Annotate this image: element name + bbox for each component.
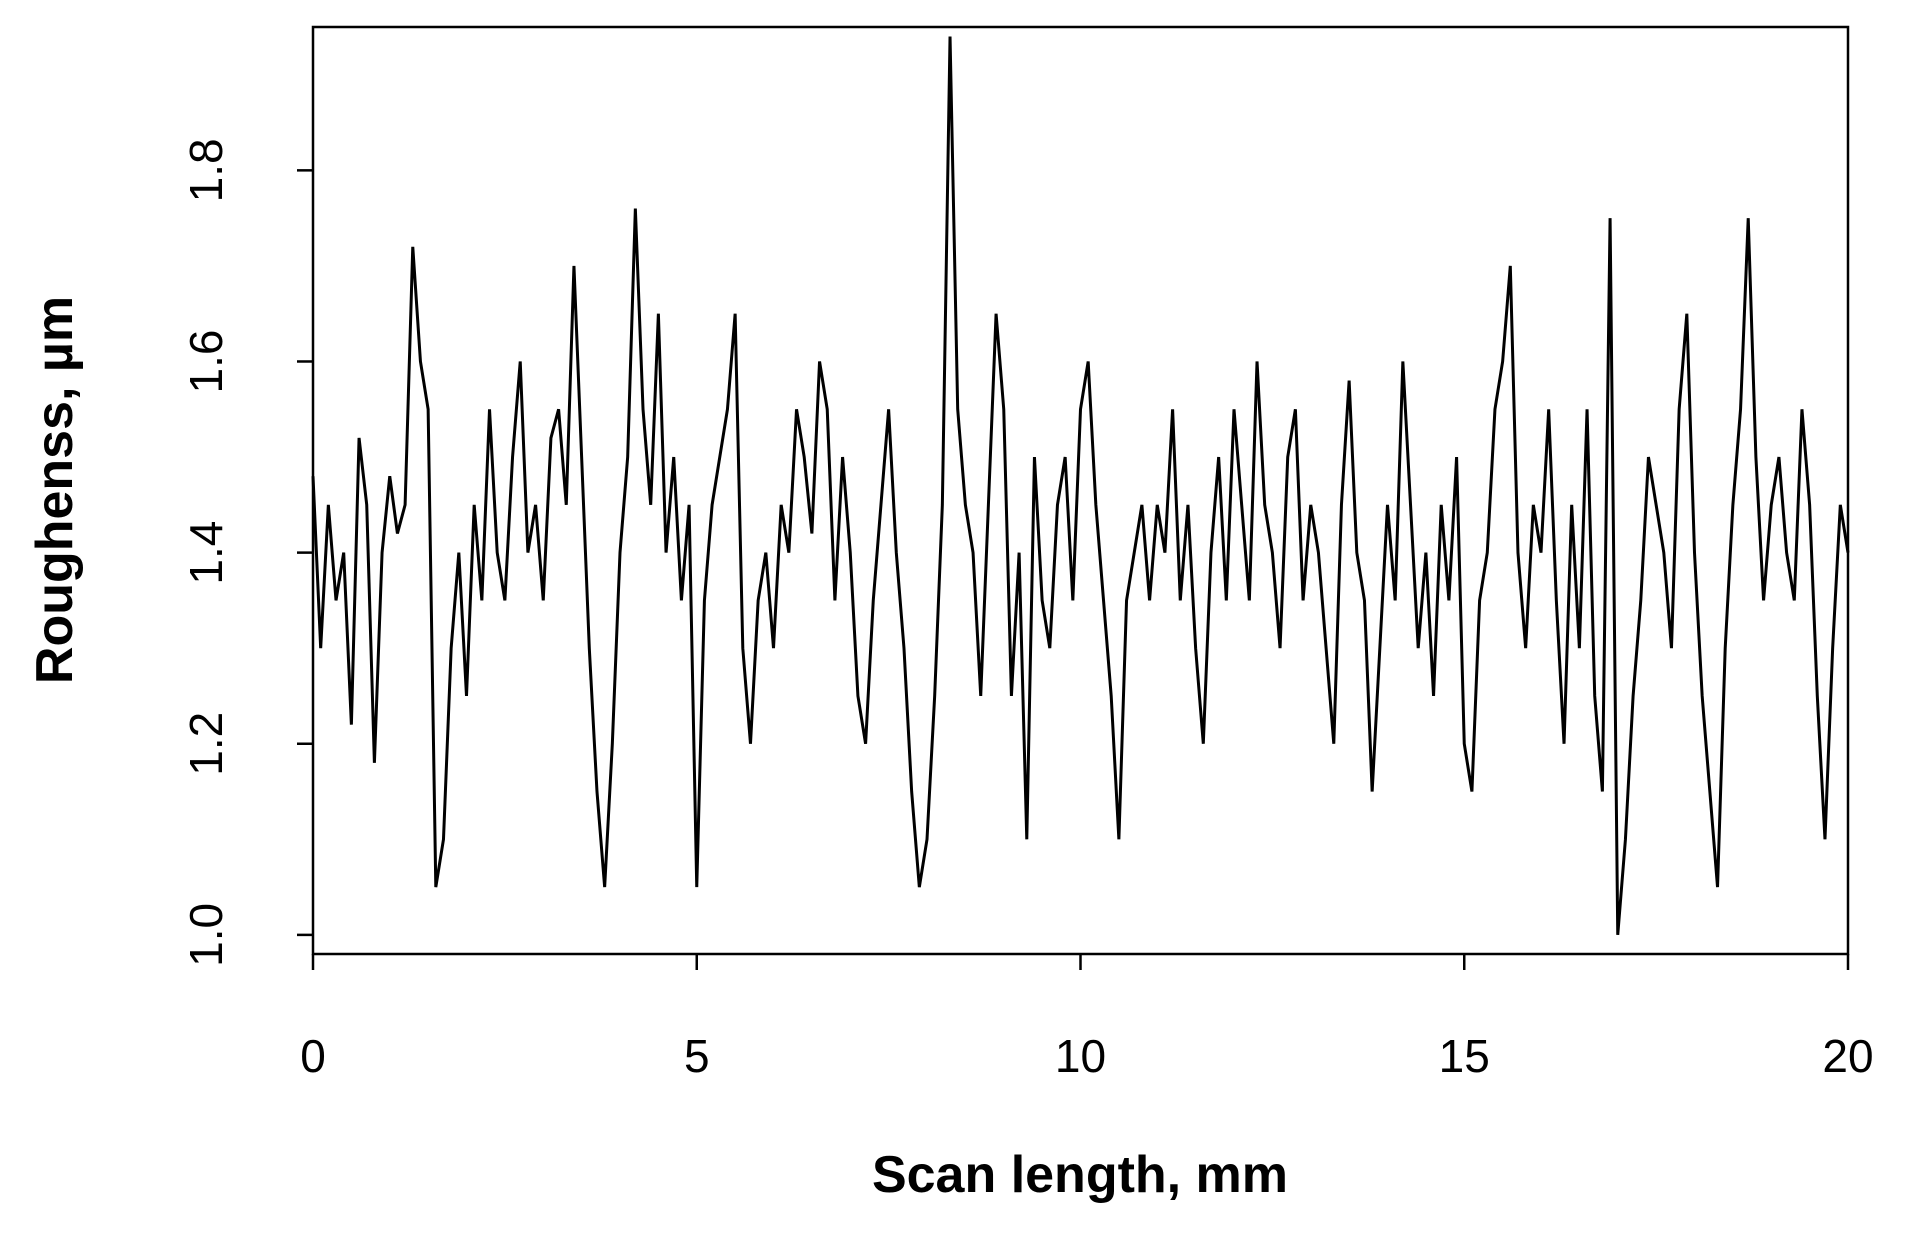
y-tick-label: 1.8 [180, 138, 232, 202]
y-tick-label: 1.6 [180, 330, 232, 394]
y-tick-label: 1.0 [180, 903, 232, 967]
x-axis-title: Scan length, mm [872, 1146, 1288, 1204]
y-tick-label: 1.4 [180, 521, 232, 585]
x-tick-label: 20 [1822, 1030, 1873, 1082]
x-tick-label: 15 [1439, 1030, 1490, 1082]
x-tick-label: 10 [1055, 1030, 1106, 1082]
data-line [311, 36, 1850, 936]
y-tick-label: 1.2 [180, 712, 232, 776]
x-tick-label: 5 [684, 1030, 710, 1082]
x-tick-label: 0 [300, 1030, 326, 1082]
y-axis-title: Roughenss, µm [26, 296, 84, 684]
